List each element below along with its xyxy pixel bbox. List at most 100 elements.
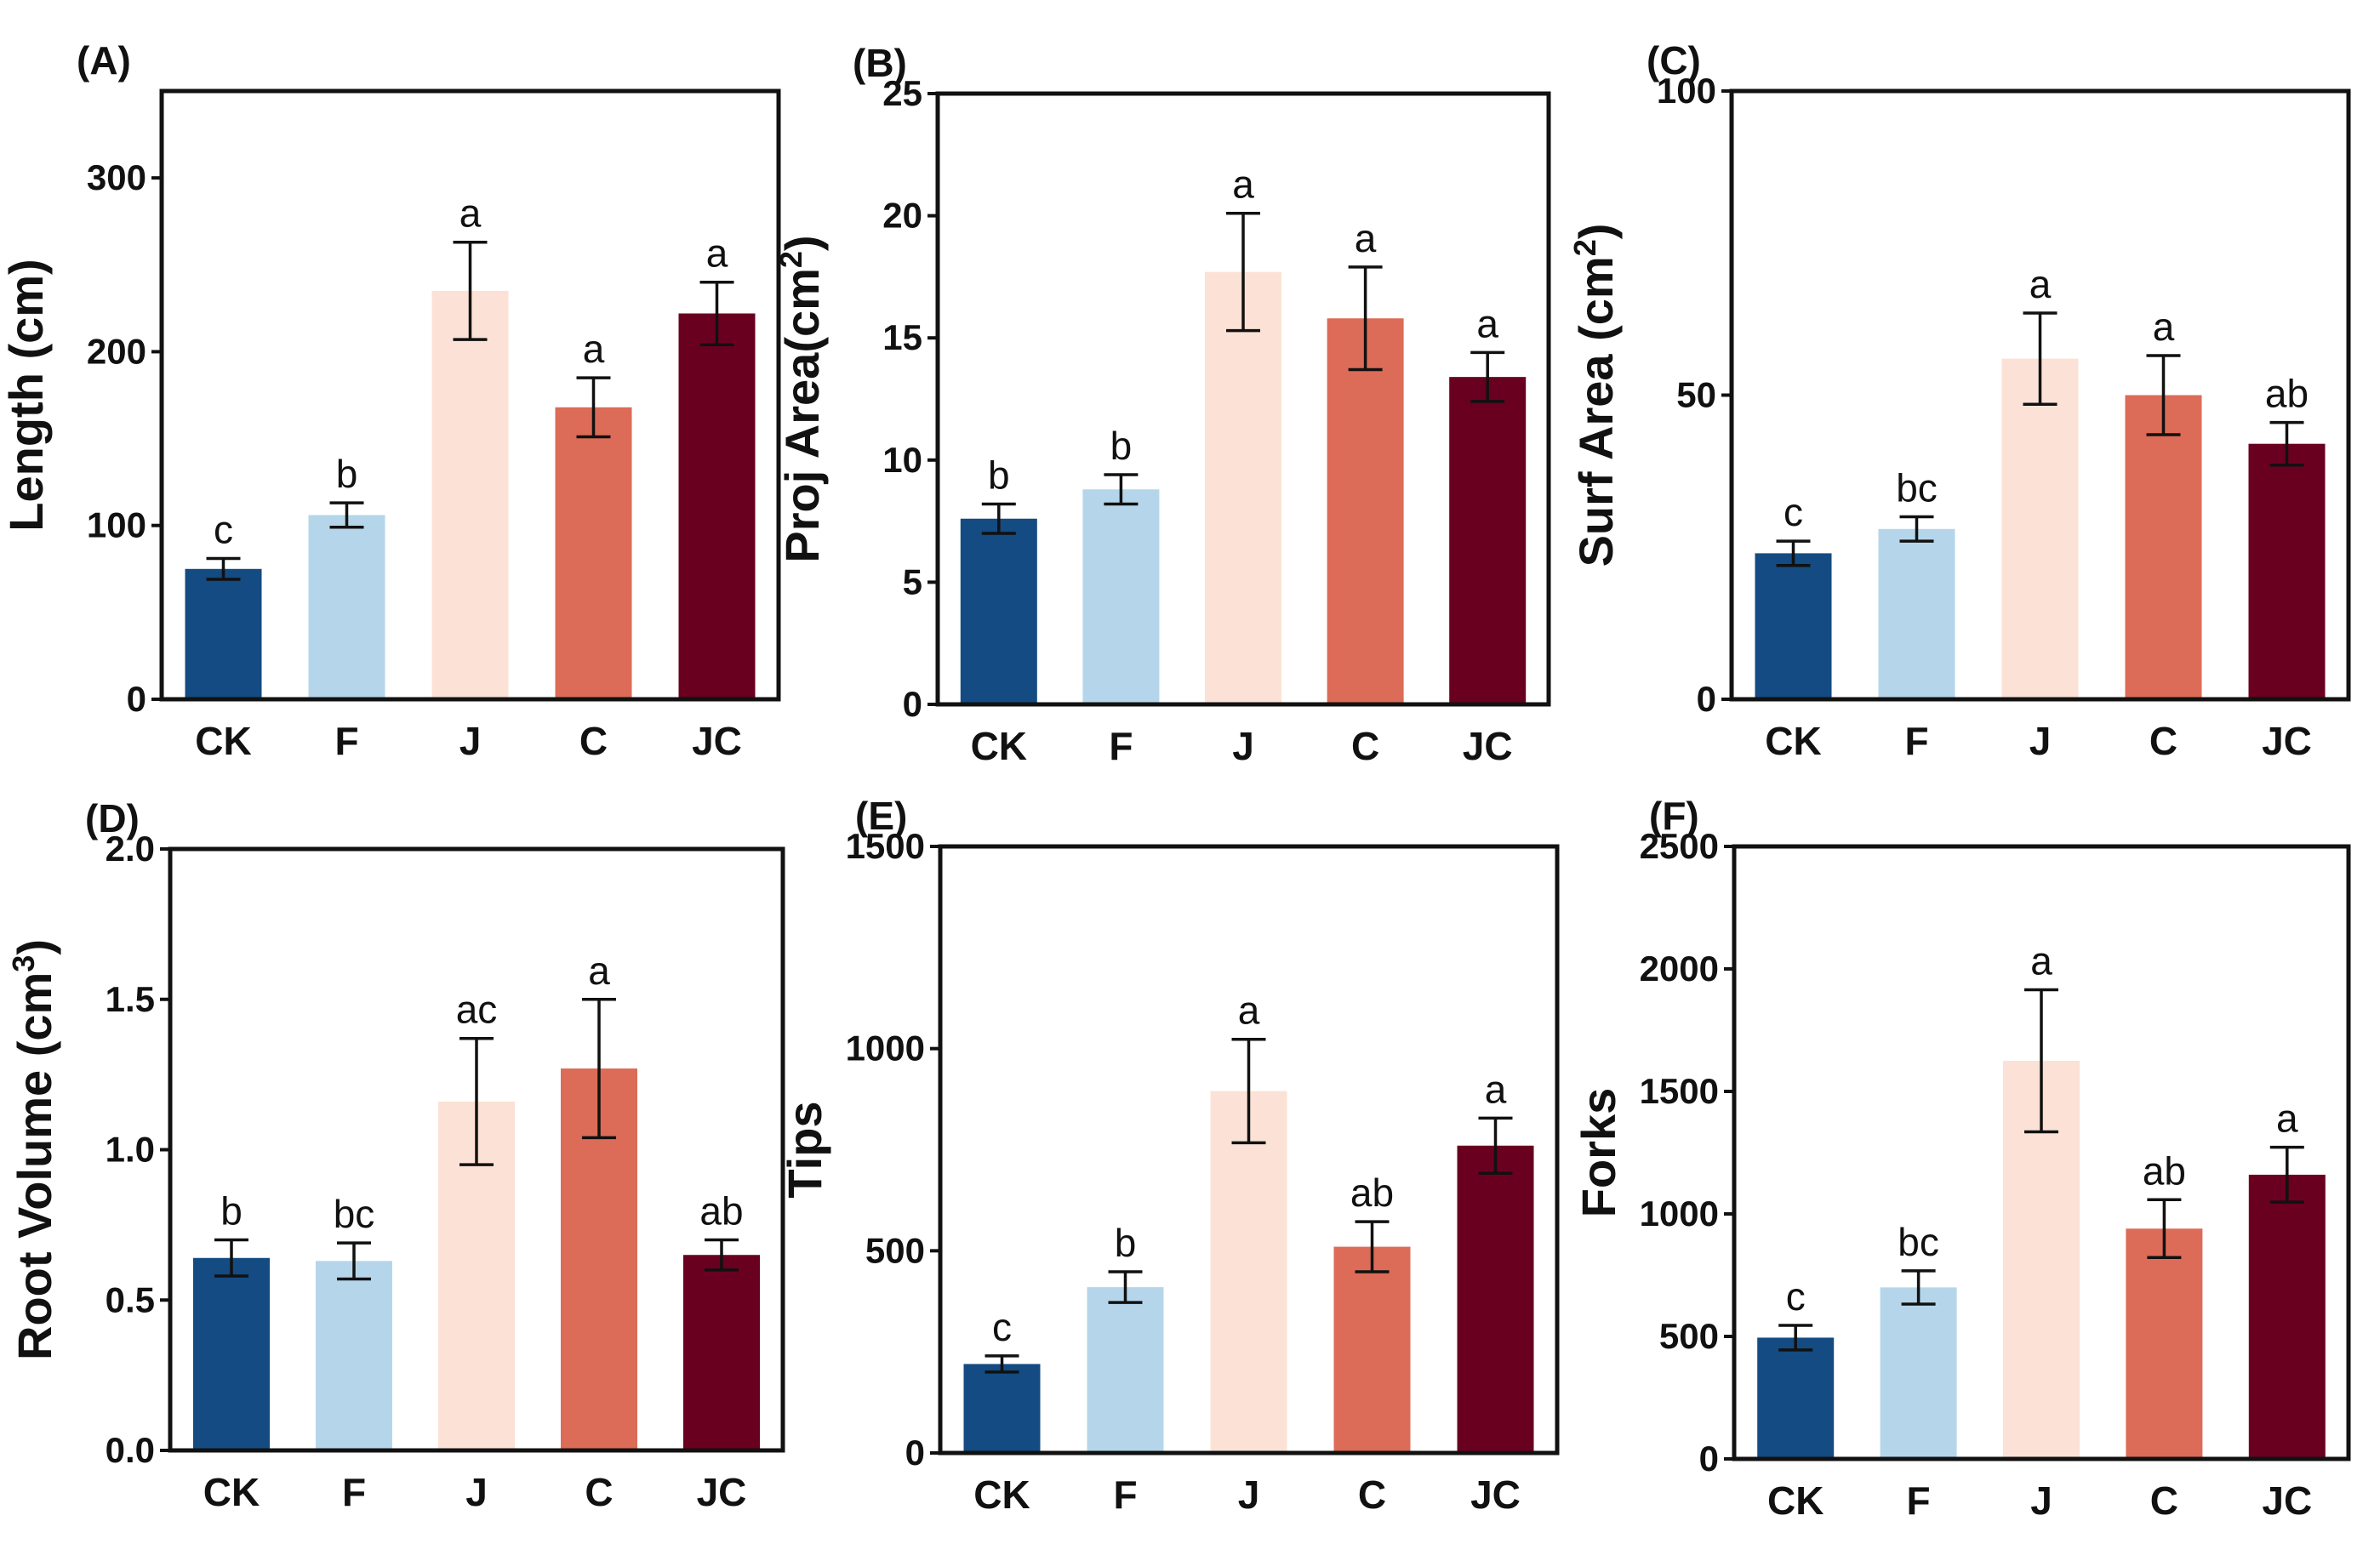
y-tick-label: 0: [905, 1433, 925, 1473]
bar-jc: [678, 313, 756, 699]
significance-label-ck: c: [1784, 490, 1803, 534]
panel-label: (C): [1647, 38, 1701, 83]
bar-ck: [1755, 553, 1832, 699]
y-axis-title-main: Length (cm): [0, 259, 53, 531]
significance-label-jc: ab: [2265, 372, 2309, 416]
bar-ck: [1757, 1337, 1835, 1459]
x-category-label-c: C: [579, 719, 608, 763]
y-axis-title-tail: ): [775, 235, 829, 251]
plot-frame: [938, 844, 1560, 1456]
y-tick-label: 50: [1676, 375, 1716, 415]
x-category-label-jc: JC: [697, 1470, 747, 1514]
y-tick-label: 100: [87, 505, 146, 545]
y-tick-label: 1000: [1640, 1194, 1719, 1233]
y-axis-title-main: Surf Area (cm: [1569, 256, 1623, 567]
significance-label-jc: a: [706, 231, 728, 276]
significance-label-f: bc: [1896, 466, 1938, 510]
bar-f: [1880, 1287, 1957, 1459]
y-tick-label: 200: [87, 331, 146, 371]
y-tick-label: 1500: [1640, 1071, 1719, 1111]
y-axis-title-tail: ): [8, 939, 61, 955]
panel-b: (B) Proj Area(cm2) 0 5 10 15 20 25 b CK b Fa Ja Ca JC: [773, 41, 1551, 768]
x-category-label-f: F: [334, 719, 358, 763]
panel-f: (F) Forks 0 500 1000 1500 2000 2500 c CK bc Fa Jab Ca…: [1572, 794, 2351, 1523]
x-category-label-j: J: [1238, 1473, 1260, 1517]
y-axis-title-main: Proj Area(cm: [775, 268, 829, 563]
y-tick-label: 15: [882, 317, 922, 357]
plot-frame: [159, 88, 781, 702]
bar-j: [431, 290, 509, 699]
significance-label-jc: a: [1476, 301, 1498, 345]
y-axis-title: Tips: [778, 1101, 831, 1198]
y-tick-label: 1.5: [106, 979, 155, 1019]
significance-label-f: bc: [1898, 1220, 1939, 1264]
bar-jc: [1457, 1145, 1534, 1453]
x-category-label-j: J: [459, 719, 482, 763]
x-category-label-ck: CK: [973, 1473, 1030, 1517]
bar-c: [1333, 1246, 1411, 1453]
significance-label-f: bc: [334, 1192, 375, 1236]
y-tick-label: 0: [1699, 1439, 1719, 1478]
x-category-label-f: F: [1109, 724, 1133, 768]
significance-label-jc: a: [1485, 1067, 1507, 1111]
x-category-label-c: C: [585, 1470, 613, 1514]
significance-label-ck: c: [1786, 1274, 1806, 1319]
significance-label-j: a: [2029, 262, 2052, 306]
y-tick-label: 10: [882, 440, 922, 480]
y-axis-title: Forks: [1572, 1088, 1625, 1218]
significance-label-c: a: [583, 327, 605, 371]
x-category-label-f: F: [1907, 1478, 1931, 1523]
y-tick-label: 0: [127, 679, 146, 719]
x-category-label-f: F: [1904, 719, 1928, 763]
significance-label-f: b: [1110, 424, 1133, 468]
bar-f: [1878, 528, 1955, 699]
bar-ck: [960, 518, 1037, 704]
y-tick-label: 0: [903, 684, 922, 724]
significance-label-f: b: [1115, 1221, 1137, 1265]
x-category-label-ck: CK: [203, 1470, 260, 1514]
panel-label: (B): [853, 41, 907, 85]
bar-jc: [683, 1255, 760, 1450]
y-axis-title-main: Root Volume (cm: [8, 972, 61, 1360]
panel-label: (D): [85, 796, 140, 840]
significance-label-j: a: [1232, 162, 1254, 207]
x-category-label-jc: JC: [2262, 1478, 2312, 1523]
plot-frame: [1732, 844, 2351, 1461]
y-axis-title-main: Forks: [1572, 1088, 1625, 1218]
bar-ck: [193, 1257, 270, 1450]
y-axis-title: Proj Area(cm2): [773, 235, 830, 562]
x-category-label-jc: JC: [2262, 719, 2312, 763]
y-axis-title: Root Volume (cm3): [6, 939, 62, 1360]
panel-label: (E): [855, 794, 907, 838]
y-axis-title-superscript: 2: [773, 251, 808, 268]
y-axis-title: Length (cm): [0, 259, 53, 531]
x-category-label-ck: CK: [1765, 719, 1821, 763]
significance-label-j: a: [1238, 988, 1260, 1033]
bar-jc: [2248, 443, 2326, 699]
x-category-label-ck: CK: [971, 724, 1027, 768]
x-category-label-j: J: [1232, 724, 1254, 768]
y-tick-label: 500: [865, 1230, 925, 1270]
y-tick-label: 20: [882, 196, 922, 236]
y-tick-label: 25: [882, 73, 922, 113]
x-category-label-c: C: [1351, 724, 1379, 768]
y-axis-title-main: Tips: [778, 1101, 831, 1198]
bar-c: [2126, 1228, 2203, 1459]
panel-a: (A) Length (cm) 0 100 200 300 c CK b Fa Ja Ca JC: [0, 38, 781, 763]
y-tick-label: 5: [903, 561, 922, 601]
plot-frame: [168, 846, 785, 1453]
significance-label-jc: ab: [699, 1189, 743, 1233]
bar-j: [1210, 1091, 1287, 1453]
bar-ck: [963, 1364, 1041, 1453]
x-category-label-ck: CK: [195, 719, 251, 763]
y-tick-label: 0.0: [106, 1430, 155, 1470]
y-tick-label: 1500: [846, 826, 925, 866]
significance-label-jc: a: [2276, 1097, 2298, 1141]
bar-c: [555, 407, 632, 699]
significance-label-c: a: [2153, 305, 2175, 349]
bar-f: [308, 515, 385, 699]
panel-c: (C) Surf Area (cm2) 0 50 100 c CK bc Fa Ja Cab JC: [1567, 38, 2351, 763]
significance-label-c: a: [1355, 216, 1377, 260]
bar-f: [1087, 1287, 1164, 1453]
